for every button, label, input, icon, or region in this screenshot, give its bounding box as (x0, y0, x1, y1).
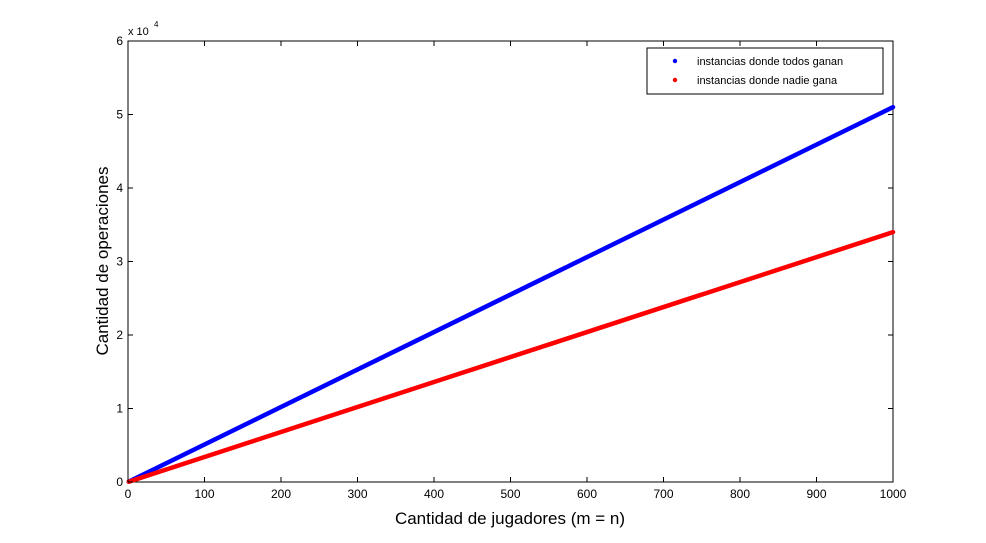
y-tick-label: 4 (116, 181, 123, 195)
x-tick-label: 200 (271, 487, 291, 501)
x-tick-label: 500 (500, 487, 520, 501)
legend-label-nadie-gana: instancias donde nadie gana (697, 75, 838, 87)
y-tick-label: 1 (116, 402, 123, 416)
y-tick-label: 3 (116, 255, 123, 269)
legend: instancias donde todos ganan instancias … (646, 47, 884, 95)
x-tick-label: 700 (653, 487, 673, 501)
series-todos-ganan (126, 104, 896, 484)
x-tick-label: 600 (577, 487, 597, 501)
x-tick-label: 800 (730, 487, 750, 501)
series-group (126, 104, 896, 484)
y-axis-ticks: 0 1 2 3 4 5 6 (116, 34, 893, 489)
x-tick-label: 0 (125, 487, 132, 501)
y-exponent-base: x 10 (128, 26, 149, 38)
y-tick-label: 2 (116, 328, 123, 342)
x-axis-ticks: 0 100 200 300 400 500 600 700 800 900 1000 (125, 41, 907, 501)
plot-area: 0 100 200 300 400 500 600 700 800 900 1000 0 1 2 3 4 5 6 (116, 34, 906, 501)
y-axis-title: Cantidad de operaciones (93, 166, 112, 355)
x-tick-label: 900 (806, 487, 826, 501)
legend-marker-nadie-gana (672, 77, 678, 83)
y-tick-label: 0 (116, 475, 123, 489)
axes-frame (127, 40, 894, 483)
x-tick-label: 1000 (880, 487, 907, 501)
x-tick-label: 300 (347, 487, 367, 501)
legend-marker-todos-ganan (672, 58, 678, 64)
y-axis-exponent: x 10 4 (128, 20, 159, 38)
y-tick-label: 5 (116, 108, 123, 122)
x-tick-label: 400 (424, 487, 444, 501)
y-exponent-power: 4 (154, 20, 159, 29)
legend-box (646, 47, 884, 95)
x-tick-label: 100 (194, 487, 214, 501)
x-axis-title: Cantidad de jugadores (m = n) (395, 509, 625, 528)
y-tick-label: 6 (116, 34, 123, 48)
legend-label-todos-ganan: instancias donde todos ganan (697, 56, 843, 68)
series-nadie-gana (126, 229, 896, 484)
